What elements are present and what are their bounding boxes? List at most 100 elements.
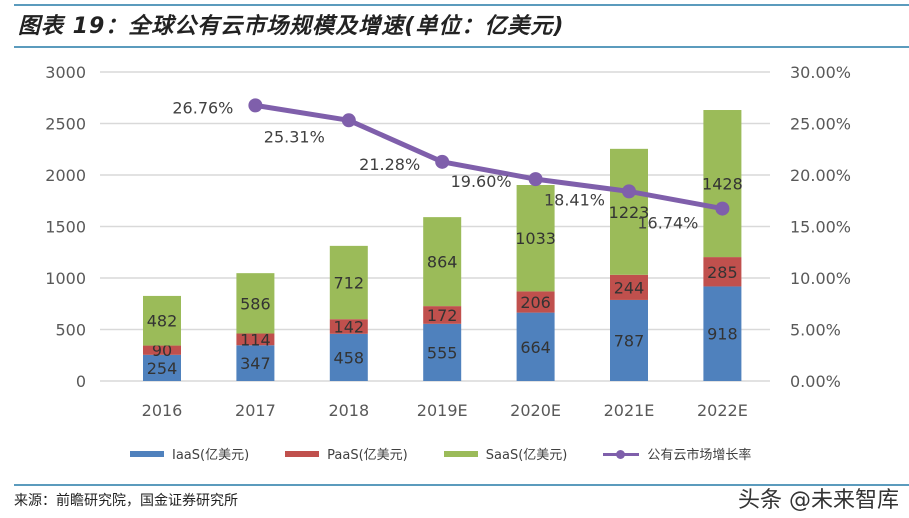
legend-item-paas: PaaS(亿美元) <box>285 444 408 463</box>
legend-label-growth: 公有云市场增长率 <box>647 448 752 463</box>
data-label-iaas: 787 <box>614 331 645 350</box>
left-tick-label: 1000 <box>45 269 86 288</box>
chart-svg: 0 500 1000 1500 2000 2500 3000 0.00% 5.00% 10.00… <box>45 63 851 420</box>
data-label-paas: 90 <box>152 341 172 360</box>
growth-label: 19.60% <box>451 172 512 191</box>
left-tick-label: 2500 <box>45 115 86 134</box>
legend-swatch-paas <box>285 450 320 457</box>
left-tick-label: 2000 <box>45 166 86 185</box>
bar-segment-iaas <box>143 354 181 381</box>
header-rule-bottom <box>14 46 909 48</box>
data-label-saas: 1223 <box>609 203 650 222</box>
bar-segment-paas <box>143 345 181 355</box>
data-label-paas: 285 <box>707 263 738 282</box>
growth-label: 25.31% <box>264 127 325 146</box>
data-label-saas: 586 <box>240 294 271 313</box>
growth-label: 16.74% <box>637 214 698 233</box>
right-tick-label: 5.00% <box>790 321 841 340</box>
growth-point <box>435 154 450 169</box>
data-label-paas: 244 <box>614 278 645 297</box>
category-labels: 2016 2017 2018 2019E 2020E 2021E 2022E <box>142 401 748 420</box>
data-label-saas: 482 <box>147 312 178 331</box>
data-label-iaas: 555 <box>427 343 458 362</box>
growth-line-path <box>255 102 723 212</box>
legend-swatch-saas <box>443 450 478 457</box>
left-axis-ticks: 0 500 1000 1500 2000 2500 3000 <box>45 63 86 391</box>
bar-segment-saas <box>143 295 181 346</box>
right-axis-ticks: 0.00% 5.00% 10.00% 15.00% 20.00% 25.00% 30.00% <box>790 63 851 391</box>
category-label: 2017 <box>235 401 276 420</box>
legend-label-iaas: IaaS(亿美元) <box>172 448 250 463</box>
bar-segment-iaas <box>236 345 275 381</box>
growth-label: 21.28% <box>359 155 420 174</box>
category-label: 2016 <box>142 401 183 420</box>
chart-title: 图表 19：全球公有云市场规模及增速(单位：亿美元) <box>18 14 565 39</box>
data-label-saas: 712 <box>334 274 365 293</box>
right-tick-label: 25.00% <box>790 115 851 134</box>
legend-swatch-growth-line <box>603 448 640 460</box>
legend: IaaS(亿美元) PaaS(亿美元) SaaS(亿美元) 公有云市场增长率 <box>130 444 751 463</box>
data-label-saas: 1428 <box>702 175 743 194</box>
left-tick-label: 1500 <box>45 218 86 237</box>
footer-rule <box>14 484 909 486</box>
data-label-iaas: 918 <box>707 325 738 344</box>
category-label: 2019E <box>417 401 468 420</box>
right-tick-label: 10.00% <box>790 269 851 288</box>
right-tick-label: 15.00% <box>790 218 851 237</box>
watermark: 头条 @未来智库 <box>738 488 899 513</box>
category-label: 2020E <box>510 401 561 420</box>
legend-label-paas: PaaS(亿美元) <box>327 448 408 463</box>
growth-line: 26.76% 25.31% 21.28% 19.60% 18.41% 16.74% <box>172 98 730 233</box>
bar-segment-paas <box>610 274 648 300</box>
header-rule-top <box>14 4 909 6</box>
left-tick-label: 3000 <box>45 63 86 82</box>
legend-item-iaas: IaaS(亿美元) <box>130 444 249 463</box>
growth-point <box>622 184 636 199</box>
bar-segment-iaas <box>329 333 368 381</box>
bar-segment-saas <box>516 184 555 292</box>
bar-segment-paas <box>516 291 555 313</box>
growth-point <box>715 201 730 216</box>
bar-segment-paas <box>329 319 368 334</box>
data-label-paas: 206 <box>520 293 551 312</box>
data-label-iaas: 347 <box>240 354 271 373</box>
bar-segment-paas <box>423 306 462 324</box>
data-label-saas: 1033 <box>515 229 556 248</box>
data-label-iaas: 664 <box>520 338 551 357</box>
data-label-iaas: 254 <box>147 359 178 378</box>
bar-segment-saas <box>329 245 368 320</box>
right-tick-label: 0.00% <box>790 372 841 391</box>
data-label-saas: 864 <box>427 253 458 272</box>
bar-segment-saas <box>703 110 742 258</box>
category-label: 2022E <box>697 401 748 420</box>
data-label-paas: 114 <box>240 330 271 349</box>
source-note: 来源：前瞻研究院，国金证券研究所 <box>14 493 238 509</box>
data-label-paas: 172 <box>427 306 458 325</box>
bar-segment-iaas <box>516 312 555 381</box>
right-tick-label: 20.00% <box>790 166 851 185</box>
bar-segment-paas <box>236 333 275 346</box>
bar-segment-saas <box>610 148 648 275</box>
left-tick-label: 0 <box>76 372 86 391</box>
growth-label: 26.76% <box>172 98 233 117</box>
bar-segment-iaas <box>610 299 648 381</box>
bar-segment-saas <box>236 273 275 334</box>
bar-segment-iaas <box>703 286 742 381</box>
bar-segment-paas <box>703 257 742 287</box>
category-label: 2018 <box>328 401 369 420</box>
figure-header: 图表 19：全球公有云市场规模及增速(单位：亿美元) <box>0 0 909 48</box>
growth-point <box>341 113 356 128</box>
data-label-paas: 142 <box>334 318 365 337</box>
right-tick-label: 30.00% <box>790 63 851 82</box>
bar-segment-saas <box>423 217 462 307</box>
growth-label: 18.41% <box>544 190 605 209</box>
data-label-iaas: 458 <box>334 348 365 367</box>
legend-item-growth: 公有云市场增长率 <box>603 444 751 463</box>
growth-point <box>528 172 543 187</box>
growth-point <box>248 98 263 113</box>
legend-swatch-iaas <box>130 450 164 457</box>
left-tick-label: 500 <box>55 321 86 340</box>
category-label: 2021E <box>604 401 655 420</box>
legend-label-saas: SaaS(亿美元) <box>485 448 568 463</box>
